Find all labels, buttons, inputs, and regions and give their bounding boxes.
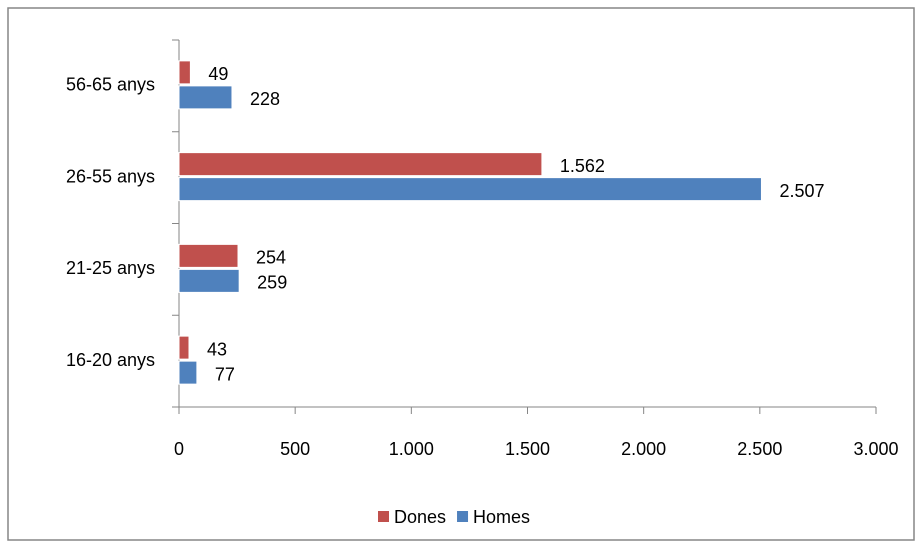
- value-label: 259: [257, 273, 287, 293]
- x-tick-label: 500: [280, 439, 310, 459]
- bar: [178, 152, 543, 177]
- value-label: 2.507: [779, 181, 824, 201]
- value-label: 228: [250, 89, 280, 109]
- x-tick-label: 2.500: [737, 439, 782, 459]
- x-tick-label: 2.000: [621, 439, 666, 459]
- value-label: 49: [208, 64, 228, 84]
- y-tick-label: 21-25 anys: [66, 258, 155, 278]
- bar: [178, 85, 233, 110]
- bar: [178, 60, 191, 85]
- y-tick-label: 26-55 anys: [66, 166, 155, 186]
- x-tick-label: 1.500: [505, 439, 550, 459]
- legend-label: Homes: [473, 507, 530, 527]
- x-tick-label: 3.000: [853, 439, 898, 459]
- bar: [178, 360, 198, 385]
- x-tick-label: 1.000: [389, 439, 434, 459]
- value-label: 254: [256, 248, 286, 268]
- value-label: 43: [207, 339, 227, 359]
- y-tick-label: 56-65 anys: [66, 75, 155, 95]
- legend-label: Dones: [394, 507, 446, 527]
- bar: [178, 177, 762, 202]
- bar: [178, 243, 239, 268]
- x-tick-label: 0: [174, 439, 184, 459]
- y-tick-label: 16-20 anys: [66, 350, 155, 370]
- legend-swatch: [378, 511, 389, 522]
- value-label: 77: [215, 364, 235, 384]
- legend-swatch: [457, 511, 469, 522]
- value-label: 1.562: [560, 156, 605, 176]
- bar: [178, 268, 240, 293]
- bar: [178, 335, 190, 360]
- chart-frame: [7, 7, 915, 541]
